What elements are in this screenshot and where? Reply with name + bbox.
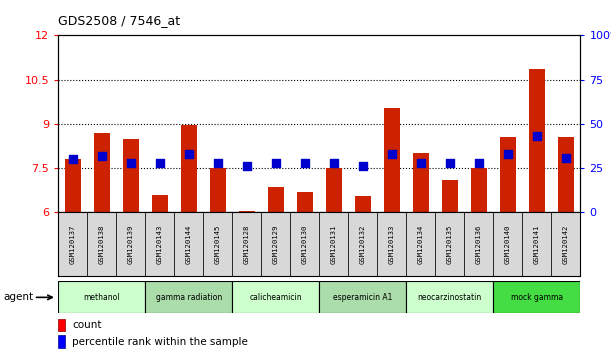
Bar (442, 180, 458, 212)
Text: GDS2508 / 7546_at: GDS2508 / 7546_at (58, 14, 180, 27)
Bar (203, 212, 232, 276)
Bar (297, 192, 313, 212)
Point (271, 160, 280, 166)
Bar (326, 168, 342, 212)
Text: GSM120140: GSM120140 (505, 224, 511, 264)
Point (387, 151, 397, 157)
Point (561, 155, 571, 160)
Bar (58, 281, 145, 313)
Bar (181, 125, 197, 212)
Bar (435, 212, 464, 276)
Text: percentile rank within the sample: percentile rank within the sample (72, 337, 248, 347)
Bar (290, 212, 320, 276)
Text: gamma radiation: gamma radiation (156, 293, 222, 302)
Bar (123, 139, 139, 212)
Text: GSM120138: GSM120138 (98, 224, 104, 264)
Point (242, 164, 252, 169)
Text: agent: agent (3, 292, 33, 302)
Bar (268, 187, 284, 212)
Point (445, 160, 455, 166)
Text: GSM120139: GSM120139 (128, 224, 134, 264)
Bar (319, 281, 406, 313)
Bar (529, 69, 545, 212)
Bar (58, 319, 65, 331)
Bar (384, 108, 400, 212)
Bar (58, 212, 87, 276)
Bar (319, 212, 348, 276)
Bar (58, 335, 65, 348)
Point (155, 160, 164, 166)
Bar (378, 212, 406, 276)
Text: GSM120143: GSM120143 (156, 224, 163, 264)
Bar (232, 281, 319, 313)
Text: calicheamicin: calicheamicin (249, 293, 302, 302)
Bar (262, 212, 290, 276)
Bar (116, 212, 145, 276)
Bar (145, 281, 232, 313)
Text: GSM120128: GSM120128 (244, 224, 250, 264)
Point (416, 160, 426, 166)
Bar (174, 212, 203, 276)
Text: GSM120131: GSM120131 (331, 224, 337, 264)
Text: GSM120141: GSM120141 (534, 224, 540, 264)
Point (532, 133, 542, 139)
Point (474, 160, 484, 166)
Text: GSM120134: GSM120134 (418, 224, 424, 264)
Text: esperamicin A1: esperamicin A1 (333, 293, 392, 302)
Bar (522, 212, 552, 276)
Bar (413, 153, 429, 212)
Bar (152, 195, 167, 212)
Bar (493, 212, 522, 276)
Text: count: count (72, 320, 101, 330)
Text: GSM120129: GSM120129 (273, 224, 279, 264)
Text: neocarzinostatin: neocarzinostatin (418, 293, 482, 302)
Bar (87, 212, 116, 276)
Bar (145, 212, 174, 276)
Point (213, 160, 222, 166)
Bar (239, 211, 255, 212)
Bar (210, 168, 225, 212)
Point (97, 153, 106, 159)
Point (184, 151, 194, 157)
Text: GSM120133: GSM120133 (389, 224, 395, 264)
Text: methanol: methanol (83, 293, 120, 302)
Bar (355, 196, 371, 212)
Text: GSM120136: GSM120136 (476, 224, 482, 264)
Text: GSM120130: GSM120130 (302, 224, 308, 264)
Bar (348, 212, 377, 276)
Bar (552, 212, 580, 276)
Bar (558, 137, 574, 212)
Bar (406, 281, 493, 313)
Bar (493, 281, 580, 313)
Text: GSM120137: GSM120137 (70, 224, 76, 264)
Bar (232, 212, 262, 276)
Bar (471, 168, 487, 212)
Bar (464, 212, 494, 276)
Point (126, 160, 136, 166)
Text: mock gamma: mock gamma (511, 293, 563, 302)
Bar (406, 212, 435, 276)
Bar (93, 133, 109, 212)
Point (300, 160, 310, 166)
Bar (65, 159, 81, 212)
Text: GSM120144: GSM120144 (186, 224, 192, 264)
Point (358, 164, 368, 169)
Text: GSM120135: GSM120135 (447, 224, 453, 264)
Text: GSM120142: GSM120142 (563, 224, 569, 264)
Point (329, 160, 338, 166)
Point (68, 156, 78, 162)
Bar (500, 137, 516, 212)
Text: GSM120132: GSM120132 (360, 224, 366, 264)
Text: GSM120145: GSM120145 (214, 224, 221, 264)
Point (503, 151, 513, 157)
